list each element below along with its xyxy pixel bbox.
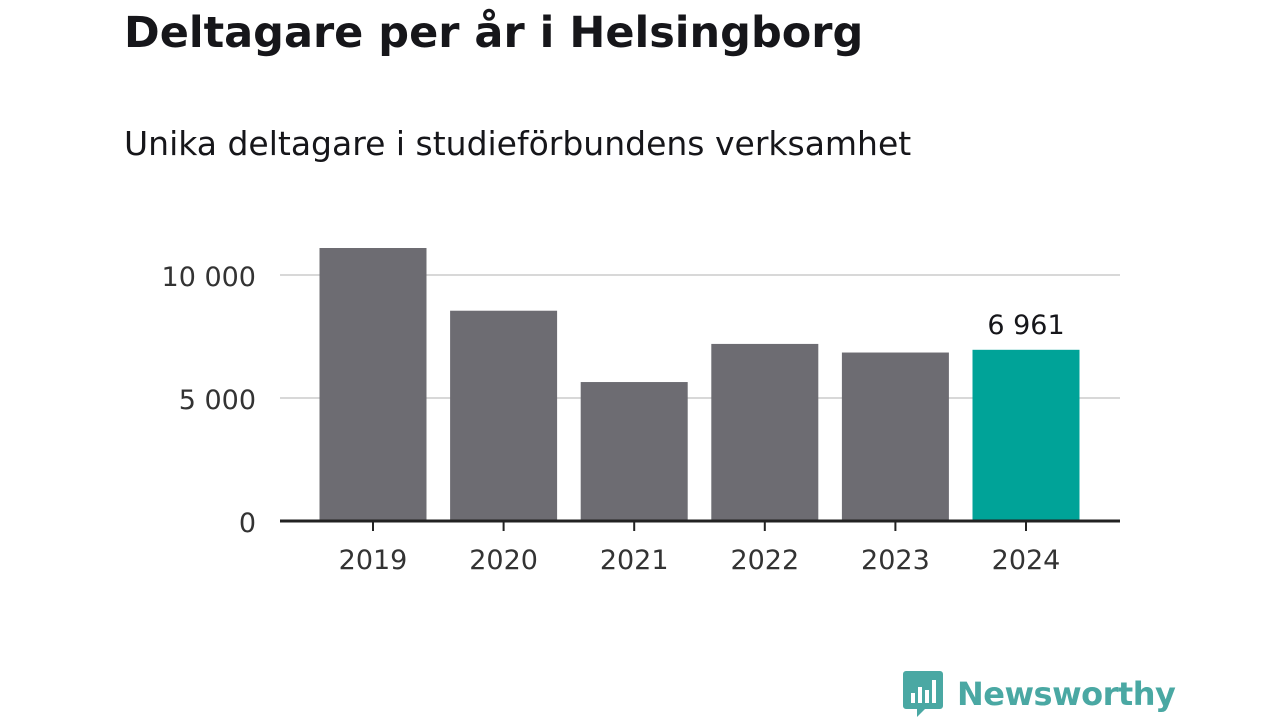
y-tick-label: 5 000 xyxy=(179,385,256,416)
chart-title: Deltagare per år i Helsingborg xyxy=(124,8,864,58)
bar xyxy=(319,248,427,521)
data-label: 6 961 xyxy=(987,310,1064,341)
x-tick-label: 2019 xyxy=(339,545,408,576)
x-tick-label: 2021 xyxy=(600,545,669,576)
bar xyxy=(450,310,558,521)
brand-name: Newsworthy xyxy=(957,675,1176,713)
bar xyxy=(580,382,688,521)
bars xyxy=(319,248,1080,521)
axes xyxy=(280,519,1120,531)
x-tick-label: 2020 xyxy=(469,545,538,576)
bar xyxy=(841,352,949,521)
labels: 0 5 000 10 000 2019 2020 2021 2022 2023 2024 6 96… xyxy=(162,262,1065,576)
y-tick-label: 10 000 xyxy=(162,262,256,293)
bar xyxy=(972,349,1080,521)
bar xyxy=(711,343,819,521)
y-tick-label: 0 xyxy=(239,508,256,539)
newsworthy-logo: Newsworthy xyxy=(903,671,1176,717)
x-tick-label: 2023 xyxy=(861,545,930,576)
x-tick-label: 2024 xyxy=(992,545,1061,576)
x-tick-label: 2022 xyxy=(730,545,799,576)
bar-chart-speech-bubble-icon xyxy=(903,671,943,717)
chart-subtitle: Unika deltagare i studieförbundens verks… xyxy=(124,124,912,163)
